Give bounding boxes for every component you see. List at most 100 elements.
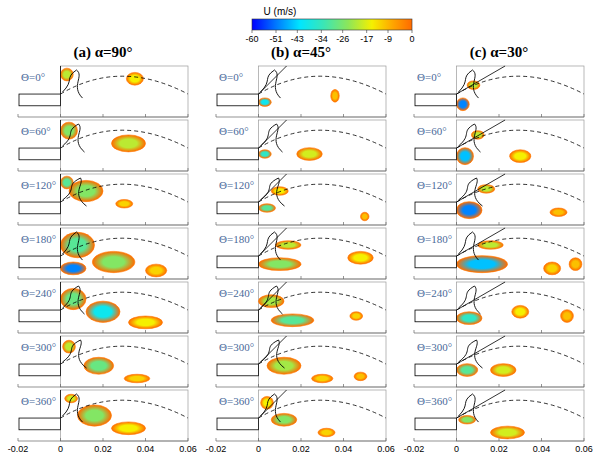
dashed-boundary: [61, 238, 189, 256]
contour-patches: [61, 288, 163, 328]
x-tick-label: 0: [58, 444, 63, 454]
panel-frame: [457, 390, 585, 441]
velocity-patch: [550, 208, 567, 217]
velocity-patch: [457, 202, 483, 219]
x-tick: [103, 330, 104, 333]
x-tick: [343, 276, 344, 279]
colorbar: [252, 19, 412, 30]
dashed-boundary: [259, 400, 387, 418]
colorbar-tick: [412, 30, 413, 33]
x-tick: [301, 438, 302, 441]
panel: Θ=360°: [18, 390, 188, 441]
panel-frame: [61, 282, 189, 333]
x-tick: [301, 384, 302, 387]
velocity-patch: [478, 185, 495, 194]
velocity-patch: [331, 89, 340, 102]
dashed-boundary: [259, 76, 387, 94]
x-tick: [499, 276, 500, 279]
velocity-patch: [129, 316, 163, 329]
panel: Θ=240°: [216, 282, 386, 333]
contour-line: [261, 340, 285, 368]
contour-patches: [61, 122, 146, 152]
nozzle: [19, 364, 61, 376]
velocity-patch: [267, 357, 301, 374]
velocity-patch: [297, 148, 323, 161]
panel: Θ=300°: [18, 336, 188, 387]
x-tick-label: -0.02: [8, 444, 29, 454]
x-tick-label: 0.02: [490, 444, 508, 454]
colorbar-tick-label: -34: [315, 34, 328, 44]
x-tick: [216, 222, 217, 225]
x-tick: [499, 168, 500, 171]
panel: Θ=60°: [18, 120, 188, 171]
panel: Θ=120°: [18, 174, 188, 225]
velocity-patch: [491, 426, 525, 439]
contour-line: [459, 124, 481, 152]
x-tick-label: 0.06: [179, 444, 197, 454]
colorbar-tick-label: 0: [409, 34, 414, 44]
x-tick-label: 0.04: [533, 444, 551, 454]
x-tick: [103, 114, 104, 117]
panel: Θ=120°: [414, 174, 584, 225]
panel-frame: [61, 66, 189, 117]
panel: Θ=60°: [414, 120, 584, 171]
row-label: Θ=180°: [219, 233, 254, 245]
colorbar-tick-label: -26: [336, 34, 349, 44]
x-tick: [414, 384, 415, 387]
x-tick: [414, 222, 415, 225]
x-tick: [188, 438, 189, 441]
contour-patches: [259, 89, 340, 106]
contour-line: [261, 286, 283, 314]
x-tick: [60, 276, 61, 279]
contour-line: [459, 70, 479, 98]
contour-line: [63, 70, 83, 98]
velocity-patch: [510, 150, 531, 163]
velocity-patch: [361, 212, 370, 221]
x-tick-label: 0.04: [335, 444, 353, 454]
x-tick: [60, 384, 61, 387]
x-tick: [541, 384, 542, 387]
nozzle: [415, 148, 457, 160]
x-tick-label: 0.06: [377, 444, 395, 454]
velocity-patch: [457, 98, 470, 111]
x-tick: [188, 114, 189, 117]
x-tick: [343, 438, 344, 441]
velocity-patch: [112, 422, 146, 435]
colorbar-tick: [388, 30, 389, 33]
row-label: Θ=360°: [219, 395, 254, 407]
x-tick: [499, 384, 500, 387]
panel-frame: [61, 390, 189, 441]
velocity-patch: [63, 340, 76, 353]
velocity-patch: [92, 251, 135, 272]
dashed-boundary: [61, 76, 189, 94]
x-tick-label: 0: [454, 444, 459, 454]
x-tick: [584, 114, 585, 117]
x-tick: [456, 384, 457, 387]
panel-frame: [259, 336, 387, 387]
contour-line: [63, 178, 87, 206]
panel-frame: [457, 282, 585, 333]
x-tick: [188, 384, 189, 387]
contour-line: [459, 178, 483, 206]
nozzle: [19, 418, 61, 430]
x-tick: [258, 438, 259, 441]
colorbar-tick-label: -43: [291, 34, 304, 44]
x-tick-label: -0.02: [404, 444, 425, 454]
velocity-patch: [569, 258, 582, 271]
panel: Θ=180°: [216, 228, 386, 279]
panel-frame: [457, 66, 585, 117]
x-tick: [541, 276, 542, 279]
dashed-boundary: [457, 76, 585, 94]
x-tick: [386, 276, 387, 279]
nozzle: [217, 310, 259, 322]
x-tick: [258, 330, 259, 333]
x-tick: [456, 114, 457, 117]
contour-line: [63, 232, 83, 260]
x-tick: [541, 114, 542, 117]
wall: [60, 390, 61, 418]
velocity-patch: [69, 180, 103, 201]
x-tick: [103, 384, 104, 387]
panel: Θ=120°: [216, 174, 386, 225]
velocity-patch: [259, 150, 272, 159]
x-tick: [18, 438, 19, 441]
